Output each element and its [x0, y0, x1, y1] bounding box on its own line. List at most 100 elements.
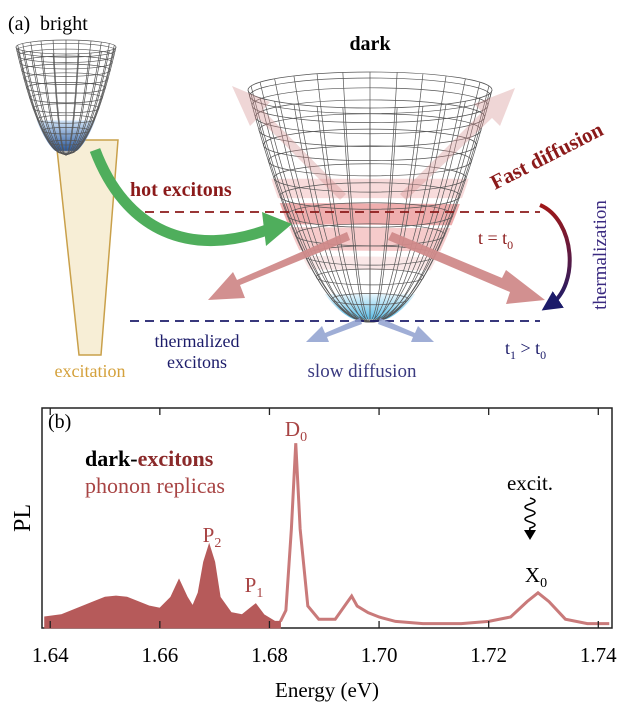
bowl-meridian: [369, 73, 424, 323]
y-axis-label: PL: [10, 504, 36, 532]
legend-line1: dark-excitons: [85, 446, 214, 471]
bowl-meridian: [22, 43, 67, 156]
bowl-meridian: [369, 104, 447, 323]
slow-diffusion: slow diffusion: [308, 361, 417, 382]
panel-label: (a): [8, 13, 30, 35]
bowl-meridian: [250, 85, 371, 323]
thermalized-line2: excitons: [167, 352, 227, 372]
peak-letter: X: [525, 563, 540, 587]
peak-sub: 1: [256, 586, 263, 601]
excitation-label: excit.: [507, 471, 553, 495]
bowl-meridian: [259, 82, 371, 323]
bowl-meridian: [15, 46, 67, 156]
bowl-meridian: [40, 53, 67, 156]
bowl-meridian: [369, 78, 466, 323]
slow-arrows: [306, 318, 434, 342]
transfer-arrow: [89, 148, 274, 247]
x-tick-label: 1.72: [470, 643, 507, 667]
bright-label: bright: [40, 13, 88, 35]
fast-diffusion: Fast diffusion: [486, 117, 607, 194]
bowl-meridian: [65, 43, 110, 156]
bowl-meridian: [293, 75, 371, 323]
panel-label: (b): [48, 411, 71, 433]
peak-sub: 0: [540, 576, 547, 591]
x-tick-label: 1.64: [32, 643, 69, 667]
bowl-meridian: [274, 78, 371, 323]
t1-sub2: 0: [540, 348, 546, 362]
bowl-meridian: [369, 107, 398, 323]
peak-label: P2: [203, 523, 222, 551]
excitation-icon-head: [524, 530, 536, 540]
bowl-meridian: [65, 51, 102, 156]
bowls: [15, 39, 493, 323]
peak-letter: P: [203, 523, 215, 547]
x-tick-label: 1.74: [580, 643, 617, 667]
legend-line2: phonon replicas: [85, 473, 225, 498]
bowl-meridian: [274, 101, 371, 323]
diffusion-arrows: [208, 86, 545, 304]
x-tick-label: 1.68: [251, 643, 288, 667]
bowl-meridian: [369, 106, 424, 323]
thermalization-arrow: [539, 203, 572, 311]
hot-excitons: hot excitons: [130, 179, 232, 201]
bowl-meridian: [52, 40, 67, 156]
excitation-label: excitation: [55, 361, 126, 381]
thermalized-line1: thermalized: [155, 331, 240, 351]
bowl-meridian: [17, 45, 67, 156]
bowl-meridian: [65, 41, 102, 156]
t1-gt: > t: [516, 338, 540, 358]
bowl-meridian: [65, 50, 110, 156]
bowl-meridian: [342, 72, 371, 323]
bowl-meridian: [22, 50, 67, 156]
bowl-meridian: [65, 45, 115, 156]
bowl-meridian: [342, 107, 371, 323]
bowl-meridian: [65, 48, 115, 156]
bowl-meridian: [369, 75, 447, 323]
excitation-icon: [524, 497, 536, 537]
plot-frame: [41, 407, 613, 629]
bowl-meridian: [369, 101, 466, 323]
transfer-arrow-head: [262, 212, 292, 246]
peak-label: P1: [245, 573, 264, 601]
t1-text: t: [505, 338, 510, 358]
bowl-meridian: [316, 73, 371, 323]
legend-word: excitons: [138, 446, 214, 471]
t1-sub: 1: [510, 348, 516, 362]
t1-label: t1 > t0: [505, 338, 546, 362]
t0-text: t = t: [478, 228, 507, 248]
x-tick-label: 1.70: [361, 643, 398, 667]
spectrum-area: [44, 542, 281, 629]
dark-label: dark: [349, 33, 391, 55]
bowl-meridian: [369, 72, 398, 323]
peak-label: X0: [525, 563, 547, 591]
x-tick-label: 1.66: [141, 643, 178, 667]
spectrum-line: [279, 443, 610, 626]
t0-sub: 0: [507, 238, 513, 252]
bowl-meridian: [259, 97, 371, 323]
bowl-meridian: [65, 40, 92, 156]
thermalization-label: thermalization: [590, 200, 611, 310]
peak-letter: P: [245, 573, 257, 597]
bowl-meridian: [65, 40, 80, 156]
legend-word: dark-: [85, 446, 138, 471]
bowl-meridian: [247, 89, 371, 323]
bowl-meridian: [369, 82, 481, 323]
t0-label: t = t0: [478, 228, 513, 252]
bowl-meridian: [30, 41, 67, 156]
peak-label: D0: [285, 417, 307, 445]
x-axis-label: Energy (eV): [275, 678, 379, 702]
excitation-beam: [55, 139, 119, 356]
peak-letter: D: [285, 417, 300, 441]
bowl-meridian: [30, 51, 67, 156]
bowl-meridian: [65, 53, 80, 156]
bowl-meridian: [369, 85, 490, 323]
bowl-meridian: [293, 104, 371, 323]
bowl-meridian: [316, 106, 371, 323]
bowl-meridian: [52, 53, 67, 156]
bowl-meridian: [65, 53, 92, 156]
bowl-meridian: [369, 93, 490, 323]
peak-sub: 2: [214, 536, 221, 551]
bowl-meridian: [40, 40, 67, 156]
